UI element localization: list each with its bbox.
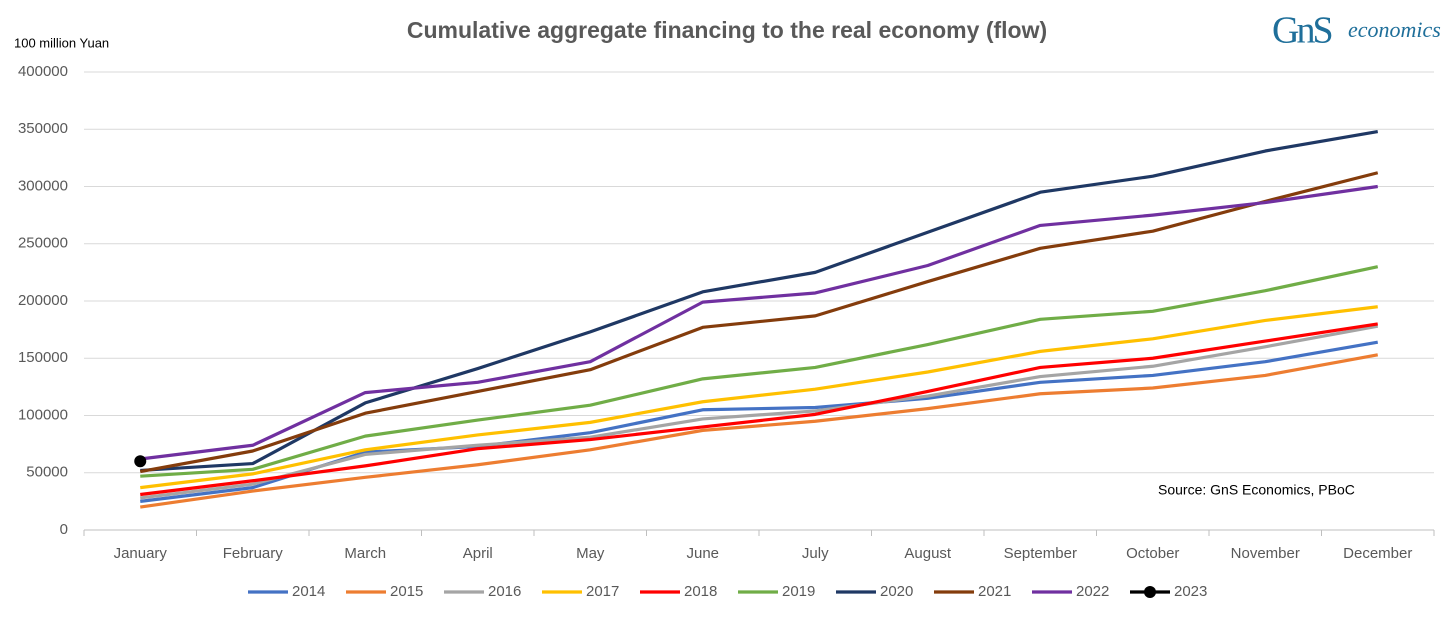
x-tick-label: April <box>463 545 493 562</box>
series-marker <box>134 455 147 468</box>
legend-label: 2020 <box>880 583 913 600</box>
x-tick-label: June <box>686 545 719 562</box>
legend-label: 2019 <box>782 583 815 600</box>
x-tick-label: March <box>344 545 386 562</box>
legend-label: 2015 <box>390 583 423 600</box>
series-line <box>140 353 1379 509</box>
x-tick-label: September <box>1004 545 1077 562</box>
y-tick-label: 200000 <box>18 292 68 309</box>
y-tick-label: 300000 <box>18 177 68 194</box>
series-line <box>140 265 1379 478</box>
y-tick-label: 150000 <box>18 349 68 366</box>
chart-title: Cumulative aggregate financing to the re… <box>407 17 1047 43</box>
x-tick-label: January <box>114 545 168 562</box>
legend-label: 2023 <box>1174 583 1207 600</box>
y-tick-label: 350000 <box>18 120 68 137</box>
legend-label: 2021 <box>978 583 1011 600</box>
x-tick-label: July <box>802 545 829 562</box>
y-tick-label: 0 <box>60 521 68 538</box>
x-tick-label: December <box>1343 545 1412 562</box>
y-tick-label: 250000 <box>18 235 68 252</box>
legend-marker <box>1144 586 1156 598</box>
y-tick-label: 400000 <box>18 63 68 80</box>
series-line <box>139 171 1379 474</box>
legend-label: 2022 <box>1076 583 1109 600</box>
series-line <box>140 184 1378 461</box>
logo-mark: GnS <box>1272 10 1331 52</box>
series-line <box>140 324 1379 500</box>
y-tick-label: 100000 <box>18 406 68 423</box>
logo-text: economics <box>1348 17 1441 42</box>
y-tick-label: 50000 <box>26 464 68 481</box>
legend-label: 2018 <box>684 583 717 600</box>
x-tick-label: May <box>576 545 605 562</box>
series-line <box>140 305 1378 490</box>
legend-label: 2016 <box>488 583 521 600</box>
legend-label: 2014 <box>292 583 325 600</box>
x-tick-label: October <box>1126 545 1179 562</box>
x-tick-label: November <box>1231 545 1300 562</box>
y-axis-label: 100 million Yuan <box>14 35 109 50</box>
series-line <box>140 129 1379 473</box>
annotation: Source: GnS Economics, PBoC <box>1158 482 1355 498</box>
x-tick-label: February <box>223 545 284 562</box>
x-tick-label: August <box>904 545 952 562</box>
series-line <box>140 322 1378 497</box>
legend-label: 2017 <box>586 583 619 600</box>
